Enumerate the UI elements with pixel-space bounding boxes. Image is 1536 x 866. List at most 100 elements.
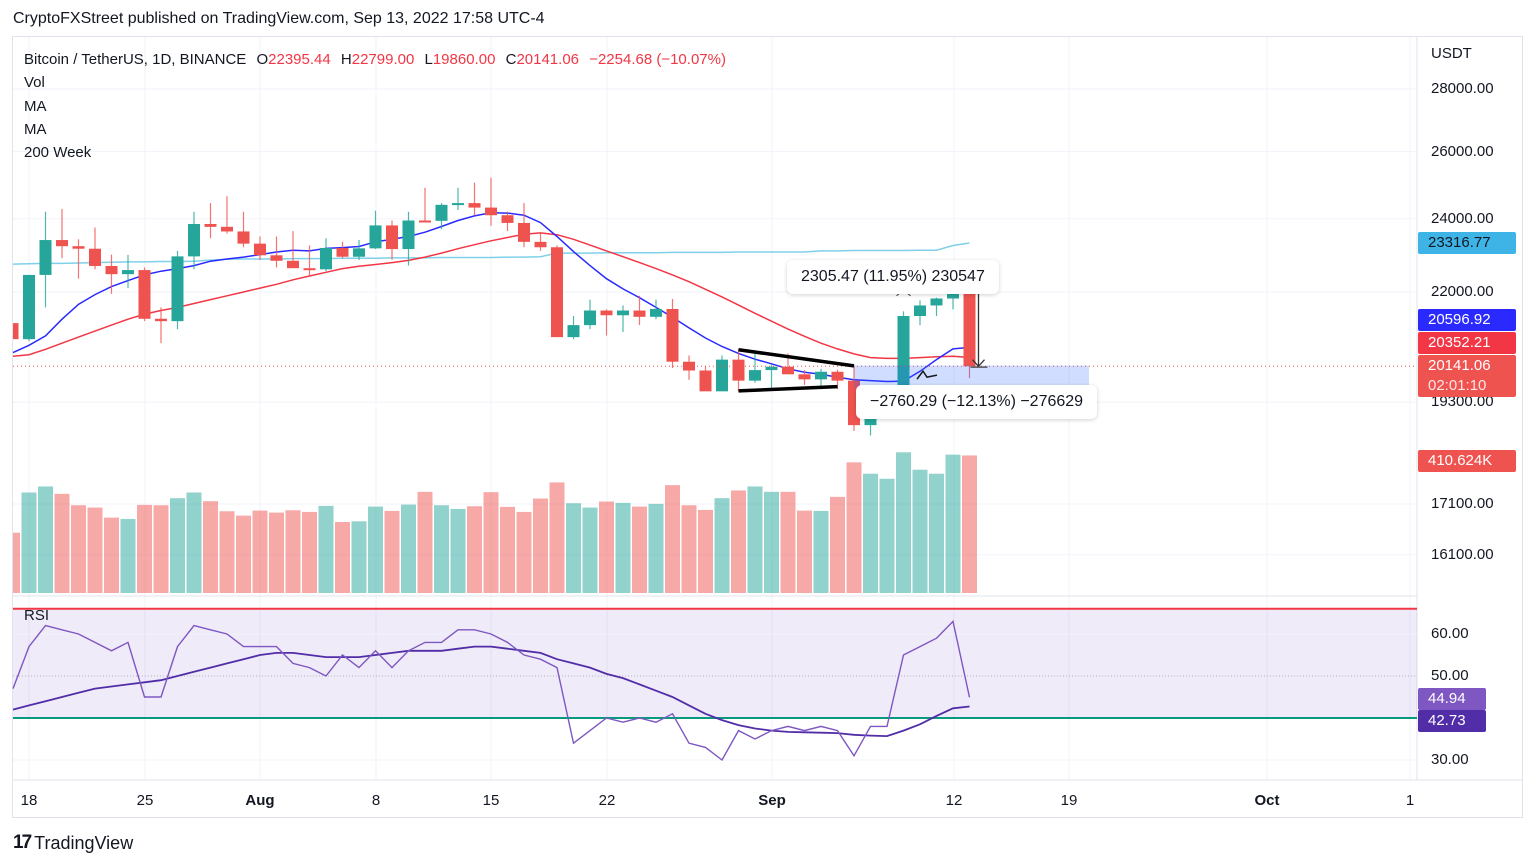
volume-bar — [500, 506, 515, 593]
volume-bar — [863, 473, 878, 593]
candle-body — [13, 323, 19, 340]
volume-bar — [912, 469, 928, 593]
rsi-tick: 60.00 — [1431, 625, 1469, 642]
symbol-name[interactable]: Bitcoin / TetherUS, 1D, BINANCE — [24, 51, 247, 68]
indicator-ma-1[interactable]: MA — [24, 97, 47, 115]
volume-bar — [87, 507, 103, 593]
candle-body — [89, 248, 101, 266]
rsi-ma-line — [12, 645, 970, 738]
high-label: H — [340, 51, 352, 68]
candle-body — [897, 316, 910, 402]
open-value: 22395.44 — [268, 51, 331, 68]
candle — [204, 203, 217, 239]
volume-bar — [665, 485, 680, 593]
candle — [650, 299, 662, 320]
candle-body — [518, 222, 530, 242]
candle — [72, 239, 85, 279]
date-label: 15 — [482, 792, 500, 809]
price-tick: 22000.00 — [1431, 283, 1494, 300]
rsi-ma-value-tag: 42.73 — [1418, 710, 1486, 732]
last-price-value: 20141.06 — [1428, 357, 1491, 374]
candle-body — [765, 366, 778, 371]
volume-bar — [13, 532, 20, 593]
candle-body — [171, 256, 184, 322]
candle — [452, 187, 464, 211]
rsi-tick: 30.00 — [1431, 751, 1469, 768]
volume-bar — [120, 518, 136, 593]
candle-body — [402, 220, 415, 250]
volume-bar — [945, 454, 961, 593]
volume-price-tag: 410.624K — [1418, 450, 1516, 472]
indicator-200-week[interactable]: 200 Week — [24, 144, 92, 162]
volume-bar — [797, 510, 812, 593]
candle-body — [600, 310, 613, 316]
volume-bar — [434, 505, 449, 593]
date-label: 1 — [1405, 792, 1415, 809]
volume-bar — [384, 510, 400, 593]
candle — [155, 307, 167, 344]
measure-down-arrowhead — [972, 359, 985, 368]
candle-body — [831, 371, 844, 381]
volume-bar — [137, 504, 152, 593]
candle-body — [287, 260, 299, 269]
indicator-ma-2[interactable]: MA — [24, 120, 47, 138]
volume-bar — [335, 521, 350, 593]
candle — [369, 210, 382, 250]
triangle-trendline — [738, 384, 838, 393]
candle — [732, 349, 745, 392]
candle — [930, 297, 943, 317]
candle-body — [56, 240, 68, 247]
volume-bar — [516, 511, 532, 593]
candle-body — [270, 255, 283, 261]
measure-down-label[interactable]: −2760.29 (−12.13%) −276629 — [856, 385, 1098, 419]
volume-bar — [54, 493, 70, 593]
candle — [914, 300, 926, 326]
candle — [633, 295, 646, 326]
measure-up-label[interactable]: 2305.47 (11.95%) 230547 — [787, 260, 999, 294]
volume-bar — [236, 515, 251, 593]
tradingview-logo[interactable]: 17 TradingView — [13, 832, 133, 854]
ma-fast-price-tag: 20596.92 — [1418, 309, 1516, 331]
candle-body — [485, 207, 497, 216]
candle — [666, 298, 679, 368]
volume-bar — [764, 491, 779, 593]
candle-body — [336, 247, 349, 257]
candle-body — [666, 308, 679, 362]
price-tick: 19300.00 — [1431, 393, 1494, 410]
candle — [39, 211, 52, 308]
volume-bar — [698, 509, 713, 593]
candle-body — [617, 310, 629, 316]
volume-bar — [417, 491, 433, 593]
volume-bar — [467, 506, 482, 593]
volume-bar — [681, 505, 697, 593]
rsi-label[interactable]: RSI — [24, 607, 50, 624]
low-value: 19860.00 — [432, 51, 496, 68]
volume-bar — [549, 482, 565, 593]
chart-legend: Bitcoin / TetherUS, 1D, BINANCE O22395.4… — [24, 48, 726, 164]
price-axis-currency: USDT — [1431, 45, 1472, 62]
candle-body — [419, 220, 431, 223]
candle-body — [369, 225, 382, 249]
candle-body — [254, 243, 266, 256]
close-label: C — [505, 51, 517, 68]
candle-body — [732, 359, 745, 381]
symbol-row: Bitcoin / TetherUS, 1D, BINANCE O22395.4… — [24, 48, 726, 71]
candle-body — [204, 224, 217, 227]
volume-bar — [714, 498, 730, 593]
candle — [237, 211, 250, 248]
volume-bar — [318, 505, 334, 593]
candle — [765, 363, 778, 390]
candle — [89, 227, 101, 270]
indicator-vol[interactable]: Vol — [24, 74, 45, 92]
candle-body — [798, 374, 811, 380]
price-tick: 24000.00 — [1431, 210, 1494, 227]
drawings — [738, 276, 1089, 393]
candle — [749, 352, 761, 383]
candle — [584, 299, 596, 330]
candle-body — [155, 318, 167, 322]
volume-bar — [219, 511, 235, 593]
candle — [798, 370, 811, 385]
tradingview-logo-icon: 17 — [13, 832, 32, 853]
candle — [468, 182, 481, 216]
